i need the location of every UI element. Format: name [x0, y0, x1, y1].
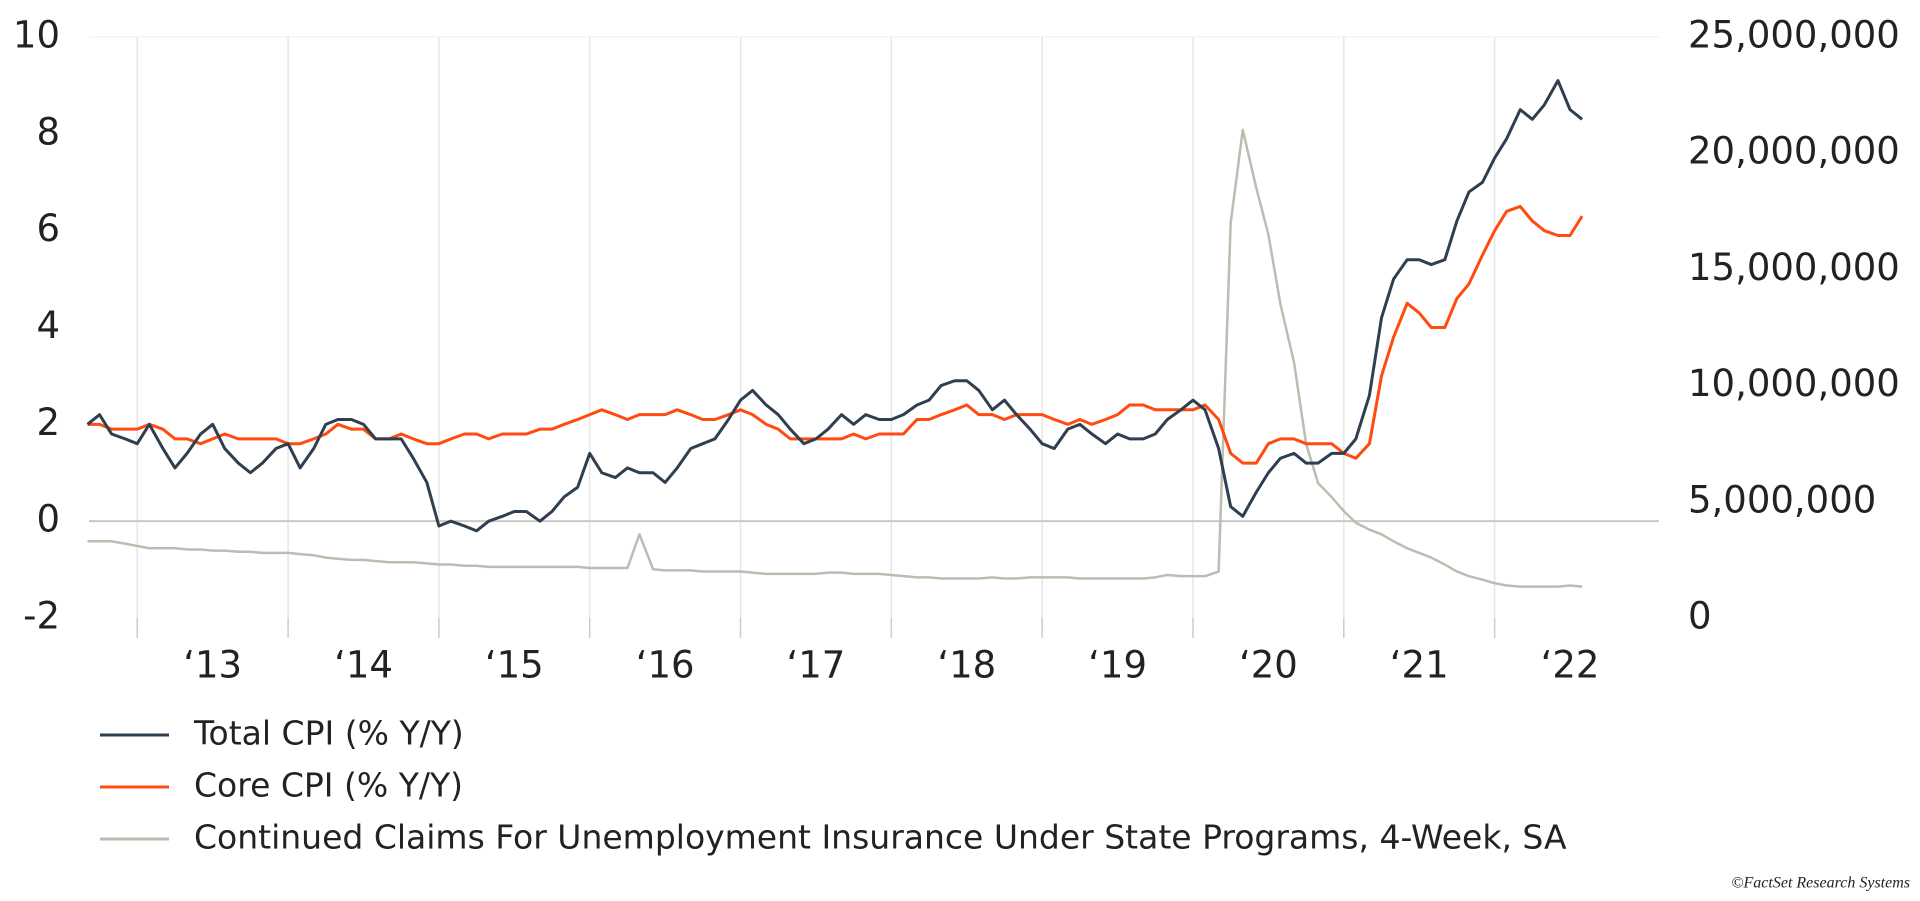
y2-tick-label: 0 [1688, 595, 1712, 638]
legend-label: Core CPI (% Y/Y) [194, 766, 463, 805]
x-tick-label: ‘15 [485, 644, 544, 687]
y-tick-label: 2 [36, 401, 60, 444]
x-tick-label: ‘21 [1390, 644, 1449, 687]
legend-label: Total CPI (% Y/Y) [193, 714, 464, 753]
x-tick-label: ‘19 [1088, 644, 1147, 687]
y2-tick-label: 15,000,000 [1688, 246, 1900, 289]
x-tick-label: ‘17 [787, 644, 846, 687]
y-tick-label: -2 [23, 595, 60, 638]
y-tick-label: 6 [36, 207, 60, 250]
y-tick-label: 0 [36, 498, 60, 541]
legend-label: Continued Claims For Unemployment Insura… [194, 818, 1567, 857]
x-tick-label: ‘14 [334, 644, 393, 687]
y2-tick-label: 10,000,000 [1688, 362, 1900, 405]
source-note: ©FactSet Research Systems [1731, 875, 1910, 892]
series-line [86, 79, 1584, 533]
series-line [87, 204, 1584, 465]
y-tick-label: 10 [13, 14, 60, 57]
y2-tick-label: 25,000,000 [1688, 14, 1900, 57]
x-tick-label: ‘20 [1239, 644, 1298, 687]
x-tick-label: ‘22 [1541, 644, 1600, 687]
y-tick-label: 4 [36, 304, 60, 347]
series-line [87, 128, 1583, 588]
y-tick-label: 8 [36, 110, 60, 153]
y2-tick-label: 20,000,000 [1688, 130, 1900, 173]
x-tick-label: ‘13 [183, 644, 242, 687]
y2-tick-label: 5,000,000 [1688, 478, 1876, 521]
x-tick-label: ‘18 [937, 644, 996, 687]
x-tick-label: ‘16 [636, 644, 695, 687]
